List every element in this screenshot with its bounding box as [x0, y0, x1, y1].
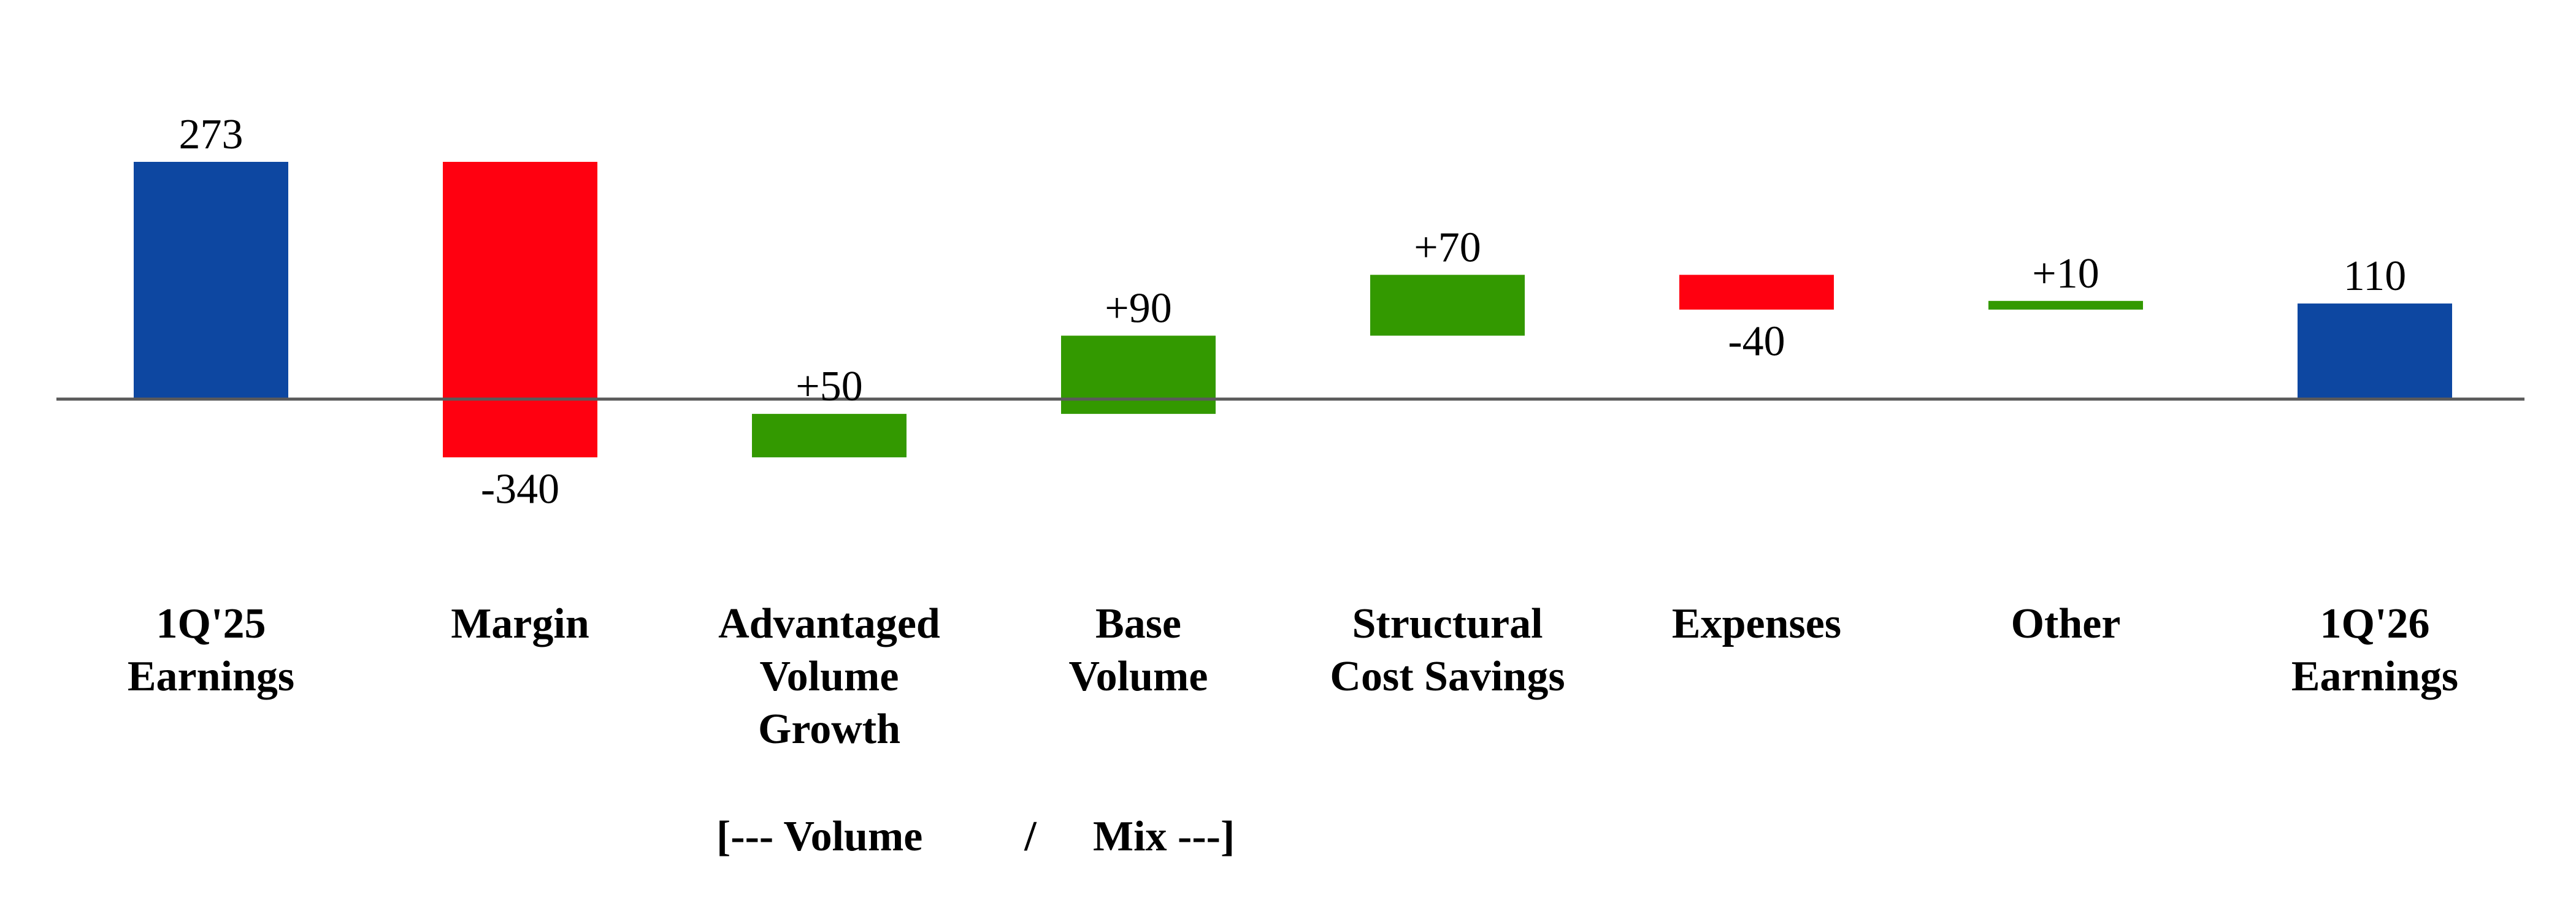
bars-layer: [134, 162, 2452, 457]
bar-margin: [443, 162, 597, 457]
category-label-1q-26-earnings: 1Q'26: [2320, 600, 2430, 647]
value-label-structural-cost-savings: +70: [1414, 224, 1481, 271]
value-label-advantaged-volume-growth: +50: [795, 363, 862, 410]
bar-advantaged-volume-growth: [752, 414, 907, 457]
category-label-base-volume: Base: [1095, 600, 1181, 647]
value-labels-layer: 273 -340 +50 +90 +70 -40 +10 110: [179, 111, 2407, 513]
value-label-margin: -340: [481, 465, 559, 513]
value-label-other: +10: [2032, 250, 2099, 297]
value-label-base-volume: +90: [1105, 285, 1171, 332]
category-label-1q-26-earnings: Earnings: [2291, 653, 2458, 700]
bar-expenses: [1679, 275, 1834, 310]
group-annotation-left: [--- Volume: [716, 813, 922, 860]
bar-base-volume: [1061, 335, 1216, 414]
group-annotation-right: Mix ---]: [1093, 813, 1235, 860]
value-label-1q-26-earnings: 110: [2344, 253, 2406, 300]
value-label-expenses: -40: [1728, 318, 1785, 365]
category-label-structural-cost-savings: Structural: [1352, 600, 1543, 647]
category-label-expenses: Expenses: [1672, 600, 1841, 647]
value-label-1q-25-earnings: 273: [179, 111, 243, 158]
bar-1q-26-earnings: [2298, 303, 2452, 399]
bar-1q-25-earnings: [134, 162, 288, 399]
category-label-base-volume: Volume: [1069, 653, 1208, 700]
group-annotation: [--- Volume / Mix ---]: [716, 813, 1235, 860]
category-label-margin: Margin: [451, 600, 589, 647]
category-label-1q-25-earnings: 1Q'25: [156, 600, 266, 647]
category-label-advantaged-volume-growth: Volume: [760, 653, 899, 700]
bar-structural-cost-savings: [1370, 275, 1525, 336]
group-annotation-separator: /: [1024, 813, 1037, 860]
category-label-structural-cost-savings: Cost Savings: [1330, 653, 1565, 700]
category-label-advantaged-volume-growth: Growth: [758, 706, 900, 753]
category-label-other: Other: [2011, 600, 2121, 647]
category-label-advantaged-volume-growth: Advantaged: [718, 600, 940, 647]
bar-other: [1988, 300, 2143, 310]
category-labels-layer: 1Q'25 Earnings Margin Advantaged Volume Growt…: [128, 600, 2458, 753]
category-label-1q-25-earnings: Earnings: [128, 653, 294, 700]
